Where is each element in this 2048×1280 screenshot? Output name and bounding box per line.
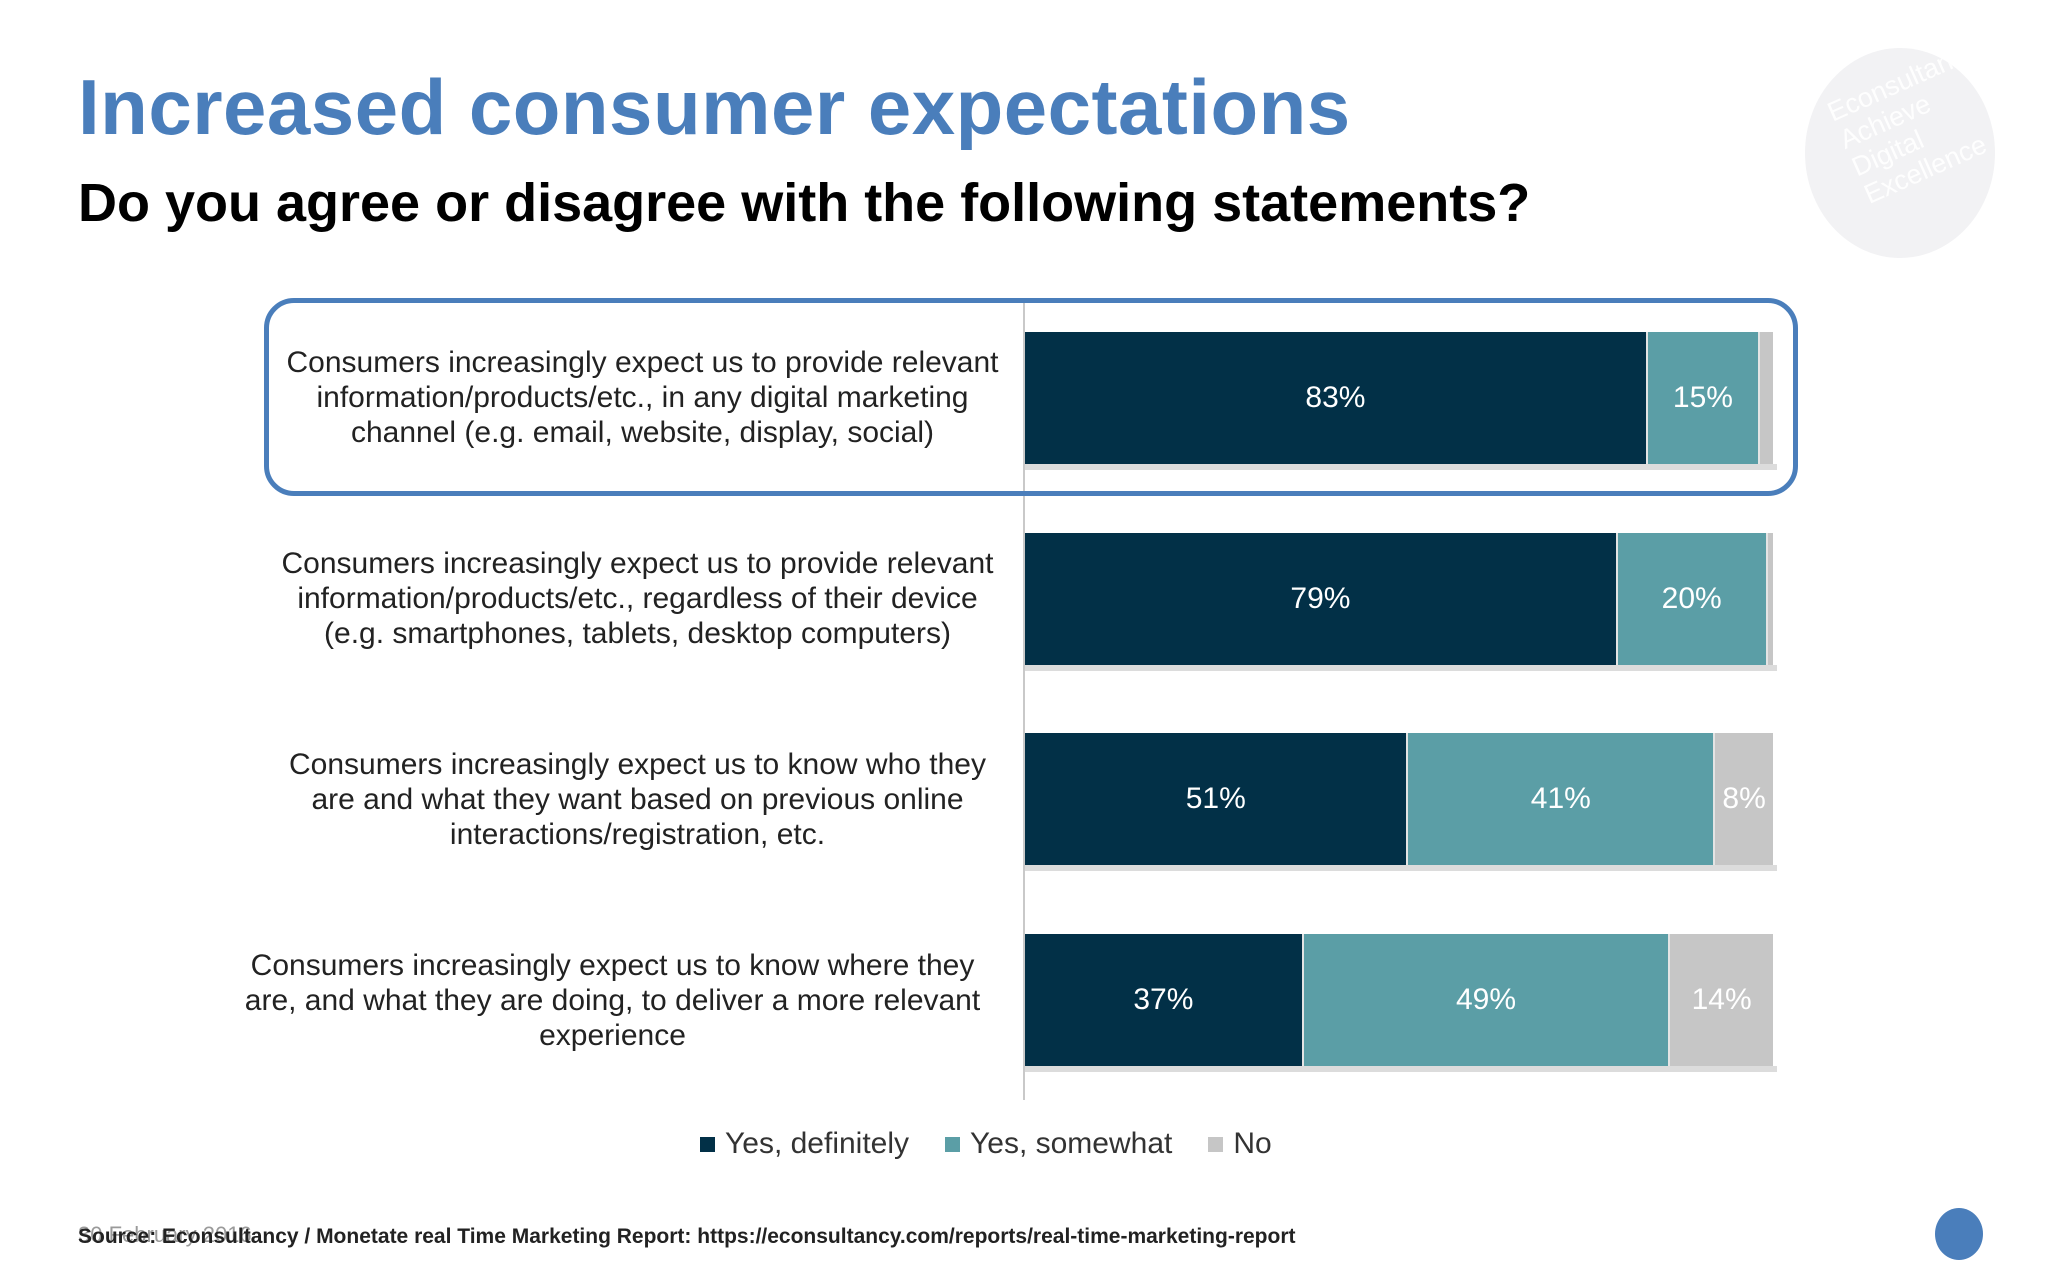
legend-swatch — [700, 1136, 715, 1152]
legend-label: Yes, somewhat — [970, 1127, 1173, 1160]
data-label: 20% — [1661, 582, 1722, 615]
data-label: 49% — [1455, 983, 1517, 1016]
bar-row: 37% 49% 14% — [1025, 934, 1773, 1066]
data-label: 37% — [1133, 983, 1194, 1016]
econsultancy-seal-logo: Econsultancy Achieve Digital Excellence — [1805, 48, 1995, 258]
bar-row: 83% 15% — [1025, 332, 1773, 464]
data-label: 79% — [1290, 582, 1351, 615]
data-label: 8% — [1722, 782, 1766, 815]
bar-segment — [1758, 332, 1773, 464]
bar-segment — [1765, 533, 1773, 665]
legend-item: Yes, somewhat — [945, 1127, 1172, 1161]
page-indicator-dot — [1935, 1208, 1983, 1260]
legend-label: Yes, definitely — [725, 1127, 910, 1160]
bar-segment: 8% — [1713, 733, 1773, 865]
data-label: 51% — [1185, 782, 1246, 815]
data-label: 83% — [1305, 381, 1366, 414]
bar-shadow — [1025, 464, 1777, 470]
legend-item: No — [1208, 1127, 1272, 1161]
bar-segment: 15% — [1645, 332, 1759, 464]
data-label: 14% — [1691, 983, 1752, 1016]
bar-row: 51% 41% 8% — [1025, 733, 1773, 865]
legend-swatch — [1208, 1136, 1224, 1152]
category-label: Consumers increasingly expect us to know… — [244, 948, 981, 1052]
bar-row: 79% 20% — [1025, 533, 1773, 665]
bar-segment: 20% — [1615, 533, 1766, 665]
bar-segment: 41% — [1406, 733, 1714, 865]
category-label: Consumers increasingly expect us to prov… — [286, 345, 999, 449]
data-label: 41% — [1530, 782, 1591, 815]
bar-shadow — [1025, 1066, 1777, 1072]
legend-label: No — [1233, 1127, 1272, 1160]
bar-segment: 79% — [1025, 533, 1616, 665]
source-citation: Source: Econsultancy / Monetate real Tim… — [78, 1225, 1296, 1248]
bar-shadow — [1025, 665, 1777, 671]
legend-swatch — [945, 1136, 961, 1152]
slide-subtitle: Do you agree or disagree with the follow… — [78, 173, 1531, 233]
bar-segment: 37% — [1025, 934, 1302, 1066]
category-axis-line — [1023, 300, 1025, 1100]
slide-title: Increased consumer expectations — [78, 63, 1351, 151]
footer-date: 30 February 2016 — [78, 1222, 252, 1247]
category-label: Consumers increasingly expect us to know… — [288, 747, 986, 851]
bar-segment: 14% — [1668, 934, 1773, 1066]
data-label: 15% — [1672, 381, 1733, 414]
chart-legend: Yes, definitely Yes, somewhat No — [700, 1124, 1272, 1164]
highlight-box — [264, 298, 1798, 496]
bar-shadow — [1025, 865, 1777, 871]
bar-segment: 49% — [1301, 934, 1669, 1066]
category-label: Consumers increasingly expect us to prov… — [281, 546, 994, 650]
bar-segment: 51% — [1025, 733, 1407, 865]
bar-segment: 83% — [1025, 332, 1646, 464]
legend-item: Yes, definitely — [700, 1127, 909, 1161]
